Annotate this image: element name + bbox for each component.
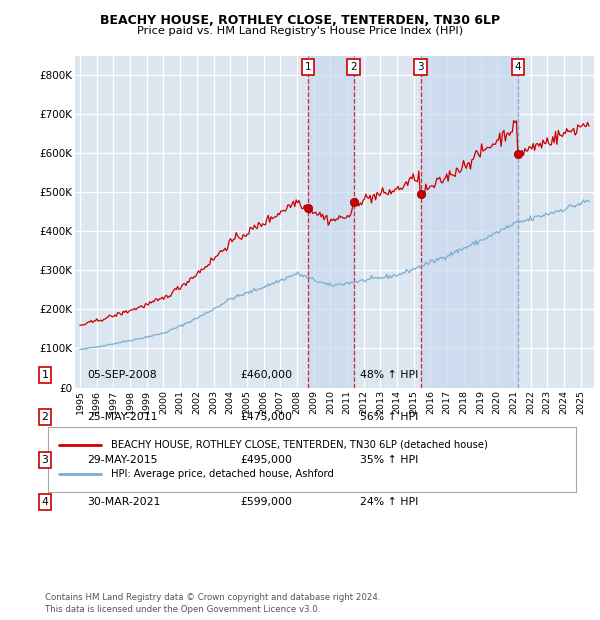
Text: £599,000: £599,000	[240, 497, 292, 507]
Text: 24% ↑ HPI: 24% ↑ HPI	[360, 497, 418, 507]
Text: 29-MAY-2015: 29-MAY-2015	[87, 455, 157, 465]
Text: HPI: Average price, detached house, Ashford: HPI: Average price, detached house, Ashf…	[112, 469, 334, 479]
Text: 1: 1	[305, 63, 311, 73]
Text: 56% ↑ HPI: 56% ↑ HPI	[360, 412, 418, 422]
Text: 48% ↑ HPI: 48% ↑ HPI	[360, 370, 418, 380]
Text: 05-SEP-2008: 05-SEP-2008	[87, 370, 157, 380]
Text: Price paid vs. HM Land Registry's House Price Index (HPI): Price paid vs. HM Land Registry's House …	[137, 26, 463, 36]
Text: £495,000: £495,000	[240, 455, 292, 465]
Text: BEACHY HOUSE, ROTHLEY CLOSE, TENTERDEN, TN30 6LP (detached house): BEACHY HOUSE, ROTHLEY CLOSE, TENTERDEN, …	[112, 440, 488, 450]
Text: 30-MAR-2021: 30-MAR-2021	[87, 497, 160, 507]
Text: 25-MAY-2011: 25-MAY-2011	[87, 412, 157, 422]
Text: 4: 4	[41, 497, 49, 507]
Text: BEACHY HOUSE, ROTHLEY CLOSE, TENTERDEN, TN30 6LP: BEACHY HOUSE, ROTHLEY CLOSE, TENTERDEN, …	[100, 14, 500, 27]
Text: 2: 2	[41, 412, 49, 422]
Bar	[308, 56, 353, 388]
Bar	[421, 56, 518, 388]
Text: £460,000: £460,000	[240, 370, 292, 380]
Text: £475,000: £475,000	[240, 412, 292, 422]
Text: 3: 3	[417, 63, 424, 73]
Text: 2: 2	[350, 63, 357, 73]
Text: 1: 1	[41, 370, 49, 380]
Text: 4: 4	[515, 63, 521, 73]
Text: 35% ↑ HPI: 35% ↑ HPI	[360, 455, 418, 465]
Text: Contains HM Land Registry data © Crown copyright and database right 2024.
This d: Contains HM Land Registry data © Crown c…	[45, 593, 380, 614]
Text: 3: 3	[41, 455, 49, 465]
